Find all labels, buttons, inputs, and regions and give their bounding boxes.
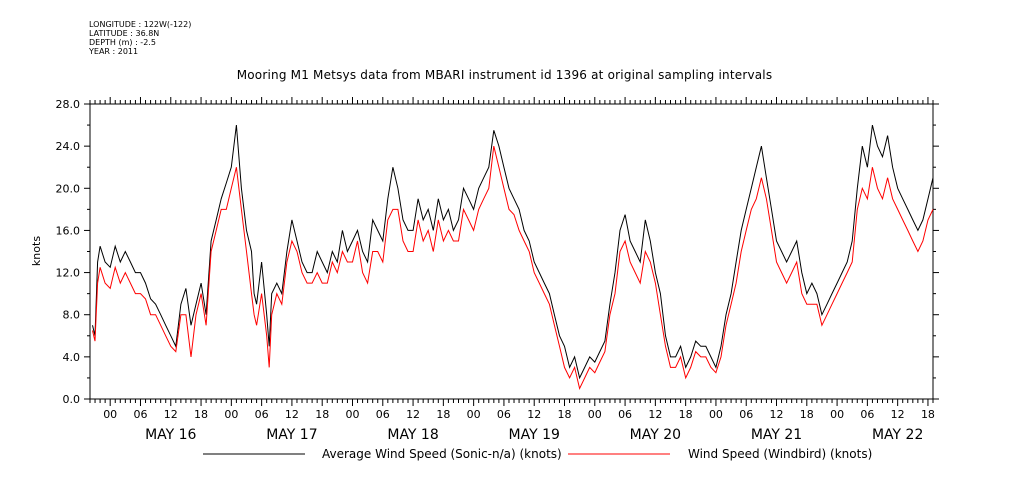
x-hour-label: 18 — [436, 408, 450, 421]
y-tick-label: 24.0 — [56, 140, 81, 153]
x-hour-label: 06 — [376, 408, 390, 421]
x-hour-label: 06 — [133, 408, 147, 421]
year-label: YEAR : 2011 — [89, 47, 139, 56]
x-hour-label: 18 — [194, 408, 208, 421]
x-hour-label: 18 — [315, 408, 329, 421]
legend-label-avg: Average Wind Speed (Sonic-n/a) (knots) — [322, 447, 562, 461]
x-hour-label: 00 — [467, 408, 481, 421]
y-tick-label: 16.0 — [56, 224, 81, 237]
x-hour-label: 00 — [345, 408, 359, 421]
x-day-label: MAY 22 — [872, 427, 923, 443]
x-day-label: MAY 21 — [751, 427, 802, 443]
x-hour-label: 12 — [164, 408, 178, 421]
x-hour-label: 12 — [891, 408, 905, 421]
x-hour-label: 06 — [618, 408, 632, 421]
x-hour-label: 00 — [830, 408, 844, 421]
y-tick-label: 28.0 — [56, 98, 81, 111]
x-hour-label: 18 — [800, 408, 814, 421]
chart-title: Mooring M1 Metsys data from MBARI instru… — [236, 68, 773, 82]
x-day-label: MAY 18 — [387, 427, 438, 443]
series-line-average-wind-speed — [92, 124, 934, 380]
longitude-label: LONGITUDE : 122W(-122) — [89, 20, 192, 29]
x-hour-label: 12 — [406, 408, 420, 421]
station-metadata: LONGITUDE : 122W(-122) LATITUDE : 36.8N … — [89, 20, 191, 56]
x-hour-label: 18 — [558, 408, 572, 421]
depth-label: DEPTH (m) : -2.5 — [89, 38, 156, 47]
x-hour-label: 00 — [588, 408, 602, 421]
plot-frame — [89, 103, 934, 400]
x-hour-label: 06 — [255, 408, 269, 421]
x-hour-label: 06 — [860, 408, 874, 421]
series-line-windbird — [92, 145, 934, 390]
y-tick-label: 12.0 — [56, 267, 81, 280]
x-day-label: MAY 19 — [509, 427, 560, 443]
x-hour-label: 12 — [770, 408, 784, 421]
legend-label-windbird: Wind Speed (Windbird) (knots) — [688, 447, 872, 461]
x-hour-label: 00 — [709, 408, 723, 421]
latitude-label: LATITUDE : 36.8N — [89, 29, 160, 38]
x-hour-label: 06 — [739, 408, 753, 421]
x-hour-label: 12 — [648, 408, 662, 421]
y-tick-label: 0.0 — [63, 393, 81, 406]
x-hour-label: 06 — [497, 408, 511, 421]
y-tick-label: 8.0 — [63, 309, 81, 322]
x-hour-label: 12 — [285, 408, 299, 421]
y-tick-label: 20.0 — [56, 182, 81, 195]
x-day-label: MAY 17 — [266, 427, 317, 443]
y-axis-label: knots — [30, 236, 43, 266]
x-hour-label: 12 — [527, 408, 541, 421]
y-tick-label: 4.0 — [63, 351, 81, 364]
x-hour-label: 18 — [921, 408, 935, 421]
axes: 0.0 4.0 8.0 12.0 16.0 20.0 24.0 28.0 00 06 12 18 00 0… — [56, 97, 939, 443]
series-layer — [92, 124, 934, 390]
x-day-label: MAY 16 — [145, 427, 196, 443]
legend: Average Wind Speed (Sonic-n/a) (knots) W… — [203, 447, 872, 461]
x-hour-label: 00 — [224, 408, 238, 421]
x-hour-label: 18 — [679, 408, 693, 421]
x-hour-label: 00 — [103, 408, 117, 421]
x-day-label: MAY 20 — [630, 427, 681, 443]
